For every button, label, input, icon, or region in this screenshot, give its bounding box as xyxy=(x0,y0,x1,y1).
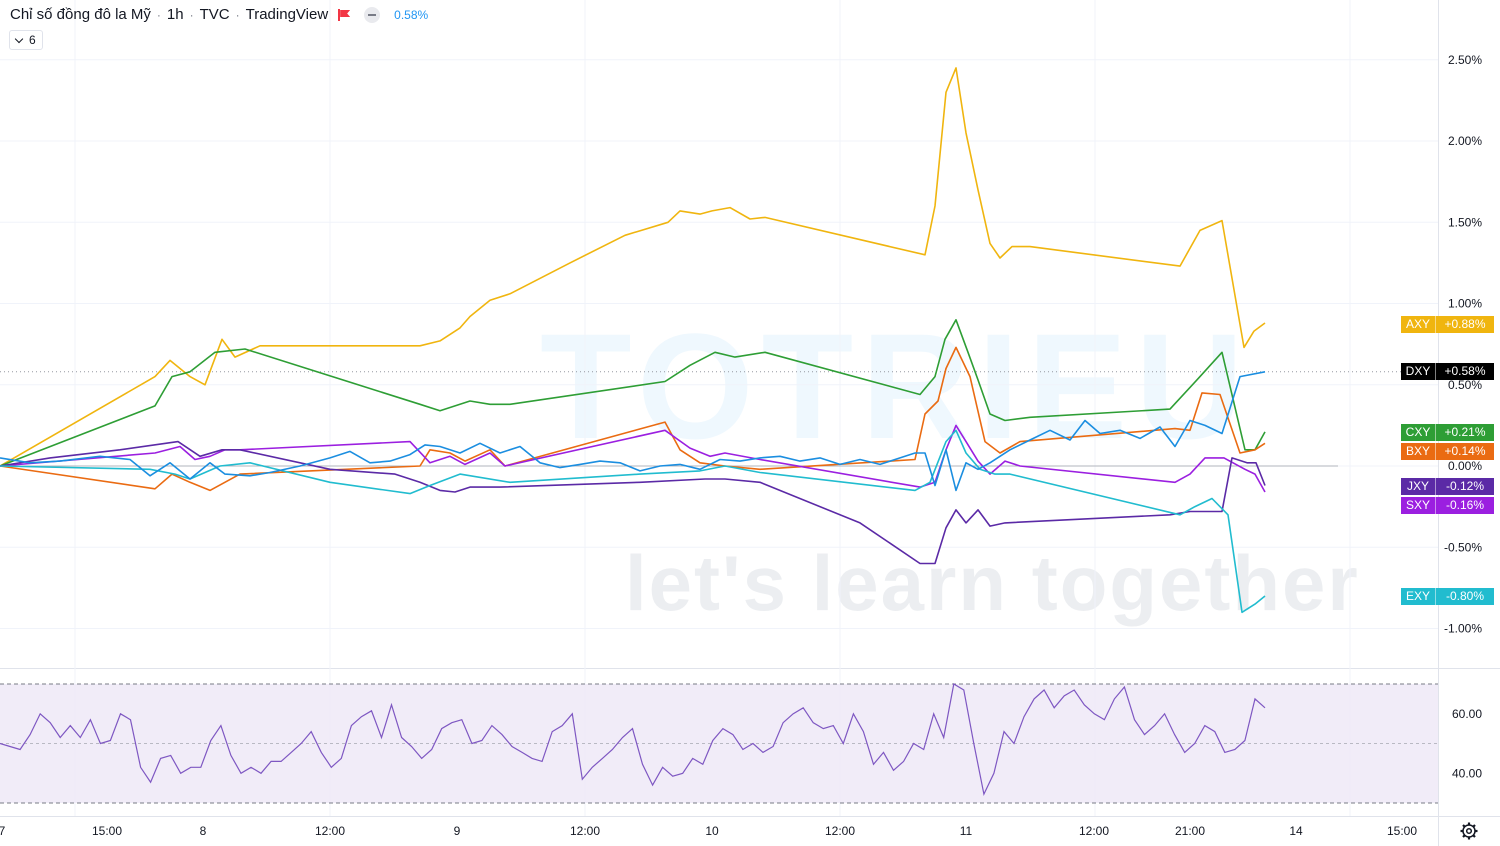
price-tag-value: +0.21% xyxy=(1435,424,1494,441)
indicators-count: 6 xyxy=(29,33,36,47)
series-line-bxy xyxy=(0,346,1266,492)
price-tag-symbol: SXY xyxy=(1405,498,1430,512)
x-tick-label: 11 xyxy=(960,824,973,838)
y-tick-label: 1.50% xyxy=(1448,215,1482,229)
price-tag-value: +0.88% xyxy=(1435,316,1494,333)
series-line-dxy xyxy=(0,371,1266,492)
price-tag-symbol: BXY xyxy=(1405,444,1430,458)
market-status-icon[interactable] xyxy=(364,6,381,23)
x-tick-label: 7 xyxy=(0,824,6,838)
x-tick-label: 12:00 xyxy=(315,824,345,838)
rsi-tick-label: 40.00 xyxy=(1452,766,1482,780)
series-line-exy xyxy=(0,429,1266,614)
x-tick-label: 12:00 xyxy=(1079,824,1109,838)
y-tick-label: 2.50% xyxy=(1448,53,1482,67)
rsi-line xyxy=(0,683,1266,796)
price-tag-value: -0.12% xyxy=(1435,478,1494,495)
price-tag-symbol: CXY xyxy=(1405,425,1431,439)
symbol-title[interactable]: Chỉ số đồng đô la Mỹ xyxy=(10,6,151,23)
gear-icon[interactable] xyxy=(1459,821,1479,841)
x-tick-label: 8 xyxy=(200,824,207,838)
y-tick-label: 0.50% xyxy=(1448,378,1482,392)
price-tag-value: -0.16% xyxy=(1435,497,1494,514)
rsi-tick-label: 60.00 xyxy=(1452,707,1482,721)
watermark-tagline: let's learn together xyxy=(625,539,1360,627)
price-tag-axy[interactable]: AXY +0.88% xyxy=(1401,316,1494,333)
exchange-label: TVC xyxy=(199,6,230,23)
price-tag-value: +0.14% xyxy=(1435,443,1494,460)
price-tag-exy[interactable]: EXY -0.80% xyxy=(1401,588,1494,605)
x-tick-label: 14 xyxy=(1289,824,1303,838)
x-tick-label: 15:00 xyxy=(92,824,122,838)
y-tick-label: 1.00% xyxy=(1448,297,1482,311)
y-tick-label: 0.00% xyxy=(1448,459,1482,473)
x-tick-label: 15:00 xyxy=(1387,824,1417,838)
x-tick-label: 9 xyxy=(454,824,461,838)
price-tag-dxy[interactable]: DXY +0.58% xyxy=(1401,363,1494,380)
y-tick-label: -0.50% xyxy=(1444,540,1482,554)
x-tick-label: 12:00 xyxy=(570,824,600,838)
series-line-axy xyxy=(0,67,1266,467)
x-tick-label: 12:00 xyxy=(825,824,855,838)
price-tag-value: -0.80% xyxy=(1435,588,1494,605)
chart-legend: Chỉ số đồng đô la Mỹ · 1h · TVC · Tradin… xyxy=(10,6,429,23)
price-tag-cxy[interactable]: CXY +0.21% xyxy=(1401,424,1494,441)
series-line-jxy xyxy=(0,440,1266,565)
source-label: TradingView xyxy=(245,6,329,23)
chevron-down-icon xyxy=(14,34,24,43)
indicators-toggle-button[interactable]: 6 xyxy=(9,30,43,50)
price-tag-symbol: EXY xyxy=(1405,589,1430,603)
x-tick-label: 21:00 xyxy=(1175,824,1205,838)
change-percent: 0.58% xyxy=(394,7,429,22)
price-tag-jxy[interactable]: JXY -0.12% xyxy=(1401,478,1494,495)
series-line-cxy xyxy=(0,318,1266,467)
flag-icon[interactable] xyxy=(338,9,350,21)
price-tag-value: +0.58% xyxy=(1435,363,1494,380)
y-tick-label: 2.00% xyxy=(1448,134,1482,148)
price-tag-symbol: DXY xyxy=(1405,364,1431,378)
price-tag-symbol: AXY xyxy=(1405,317,1430,331)
price-tag-bxy[interactable]: BXY +0.14% xyxy=(1401,443,1494,460)
price-tag-sxy[interactable]: SXY -0.16% xyxy=(1401,497,1494,514)
y-tick-label: -1.00% xyxy=(1444,622,1482,636)
x-tick-label: 10 xyxy=(705,824,719,838)
price-tag-symbol: JXY xyxy=(1406,479,1429,493)
rsi-band xyxy=(0,684,1438,803)
interval-label[interactable]: 1h xyxy=(166,6,184,23)
